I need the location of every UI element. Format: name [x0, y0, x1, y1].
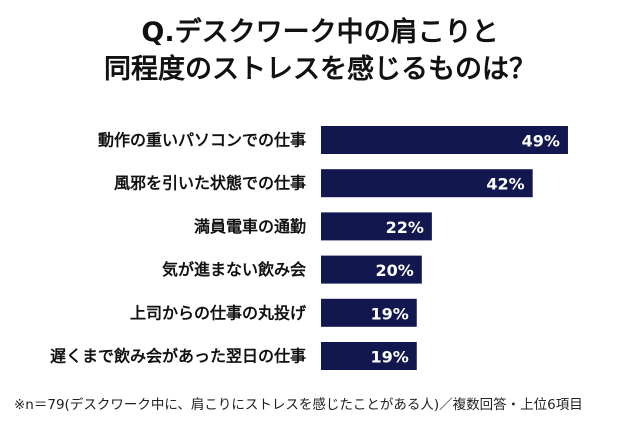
category-label: 気が進まない飲み会 [162, 260, 306, 279]
bar-group: 動作の重いパソコンでの仕事 49% [98, 126, 568, 154]
bar [321, 169, 533, 198]
chart-title: Q.デスクワーク中の肩こりと 同程度のストレスを感じるものは？ [0, 14, 640, 88]
bar-group: 満員電車の通勤 22% [194, 212, 432, 241]
bar-value-label: 49% [522, 132, 560, 151]
bar-value-label: 19% [370, 348, 408, 367]
category-label: 満員電車の通勤 [194, 217, 306, 236]
bar [321, 342, 417, 370]
category-label: 風邪を引いた状態での仕事 [114, 174, 306, 193]
bar-group: 遅くまで飲み会があった翌日の仕事 19% [50, 342, 417, 370]
bar-group: 上司からの仕事の丸投げ 19% [130, 298, 417, 327]
bar [321, 255, 422, 284]
bar [321, 298, 417, 327]
bar-group: 気が進まない飲み会 20% [162, 255, 422, 284]
bar-value-label: 42% [486, 175, 524, 194]
category-label: 遅くまで飲み会があった翌日の仕事 [50, 347, 306, 366]
footnote: ※n＝79(デスクワーク中に、肩こりにストレスを感じたことがある人)／複数回答・… [14, 397, 583, 413]
category-label: 上司からの仕事の丸投げ [130, 303, 307, 322]
category-label: 動作の重いパソコンでの仕事 [98, 131, 306, 150]
bar-group: 風邪を引いた状態での仕事 42% [114, 169, 533, 198]
bar-value-label: 20% [376, 261, 414, 280]
bar-value-label: 19% [370, 304, 408, 323]
bar-value-label: 22% [386, 218, 424, 237]
chart-title-line-1: Q.デスクワーク中の肩こりと [141, 17, 499, 48]
chart-title-line-2: 同程度のストレスを感じるものは？ [104, 54, 536, 85]
bar [321, 126, 568, 154]
bar [321, 212, 432, 241]
